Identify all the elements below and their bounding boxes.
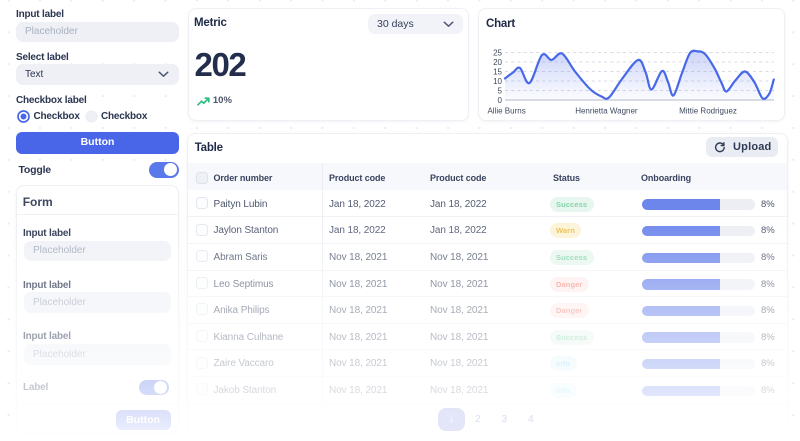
svg-text:20: 20 bbox=[493, 58, 502, 67]
svg-text:Mittie Rodriguez: Mittie Rodriguez bbox=[679, 107, 737, 116]
svg-text:15: 15 bbox=[493, 67, 502, 76]
svg-text:Henrietta Wagner: Henrietta Wagner bbox=[575, 107, 638, 116]
svg-text:10: 10 bbox=[493, 77, 502, 86]
svg-text:25: 25 bbox=[493, 48, 502, 57]
svg-text:0: 0 bbox=[498, 96, 503, 105]
svg-text:5: 5 bbox=[498, 86, 503, 95]
svg-text:Allie Burns: Allie Burns bbox=[487, 107, 525, 116]
